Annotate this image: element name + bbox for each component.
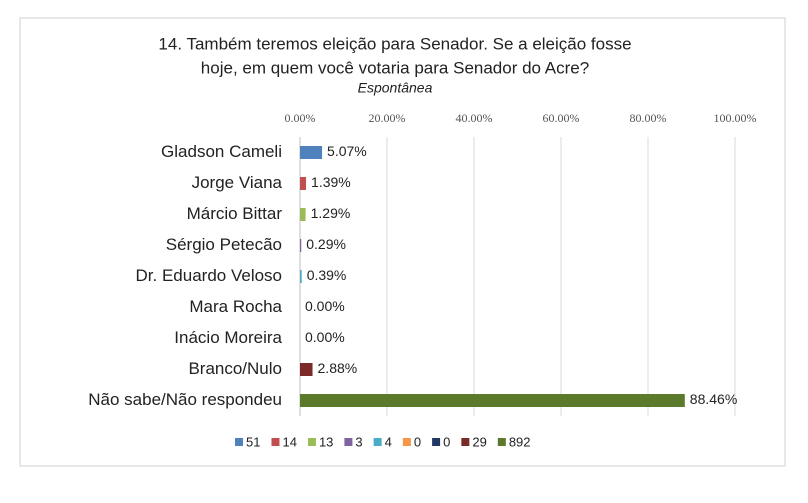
value-label: 0.00% [305,298,345,314]
value-label: 0.00% [305,329,345,345]
bar [300,146,323,159]
value-label: 0.29% [306,236,346,252]
bar [300,177,307,190]
category-label: Gladson Cameli [161,142,282,161]
value-label: 5.07% [327,143,367,159]
legend-swatch [402,438,411,446]
x-tick-label: 0.00% [285,111,316,125]
bar [300,363,313,376]
legend-label: 3 [355,434,362,449]
legend-label: 51 [246,434,260,449]
x-tick-label: 20.00% [369,111,406,125]
category-label: Sérgio Petecão [166,235,282,254]
category-label: Márcio Bittar [187,204,283,223]
value-label: 2.88% [318,360,358,376]
legend-label: 0 [414,434,421,449]
legend-swatch [497,438,506,446]
category-label: Jorge Viana [192,173,283,192]
bar [300,239,302,252]
category-label: Inácio Moreira [174,328,282,347]
legend-swatch [307,438,316,446]
legend-swatch [344,438,353,446]
legend-label: 4 [385,434,392,449]
chart-subtitle: Espontânea [358,80,433,96]
legend-label: 14 [282,434,296,449]
category-label: Branco/Nulo [188,359,282,378]
x-tick-label: 100.00% [714,111,757,125]
category-label: Não sabe/Não respondeu [88,390,282,409]
value-label: 1.29% [311,205,351,221]
chart-frame [19,17,786,467]
legend-label: 892 [509,434,531,449]
legend-label: 29 [472,434,486,449]
chart-title: 14. Também teremos eleição para Senador.… [158,34,631,53]
x-tick-label: 40.00% [456,111,493,125]
x-tick-label: 60.00% [543,111,580,125]
category-label: Dr. Eduardo Veloso [136,266,282,285]
bar [300,394,685,407]
value-label: 88.46% [690,391,737,407]
value-label: 0.39% [307,267,347,283]
legend-swatch [461,438,470,446]
legend-swatch [271,438,280,446]
x-tick-label: 80.00% [630,111,667,125]
legend-label: 13 [319,434,333,449]
bar [300,208,306,221]
category-label: Mara Rocha [189,297,282,316]
legend-swatch [373,438,382,446]
bar [300,270,302,283]
legend-swatch [235,438,243,446]
value-label: 1.39% [311,174,351,190]
chart-title: hoje, em quem você votaria para Senador … [201,58,589,77]
legend-swatch [432,438,441,446]
legend-label: 0 [443,434,450,449]
